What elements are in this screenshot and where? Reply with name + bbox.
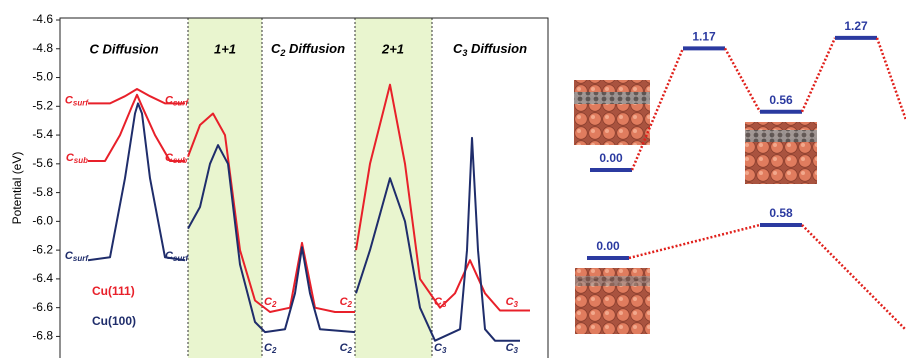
annotation: Csub [165, 152, 187, 165]
annotation: C2 [264, 296, 277, 309]
figure: Potential (eV) C Diffusion 1+1 C2 Diffus… [0, 0, 906, 358]
y-tick-label: -5.4 [32, 127, 53, 141]
section-label-part: Diffusion [467, 41, 527, 56]
level-label: 0.56 [769, 93, 793, 107]
annotation-sub: sub [173, 156, 187, 165]
annotation: Csurf [165, 94, 189, 107]
y-tick-label: -6.4 [32, 271, 53, 285]
annotation: C3 [506, 296, 519, 309]
annotation-sub: 3 [514, 300, 519, 309]
annotation: C3 [506, 342, 519, 355]
annotation-sub: surf [173, 254, 189, 263]
y-tick-label: -5.2 [32, 98, 53, 112]
structure-image [574, 80, 650, 145]
annotation: C3 [434, 296, 447, 309]
annotation: C2 [264, 342, 277, 355]
level-label: 0.00 [599, 151, 623, 165]
annotation: C2 [340, 296, 353, 309]
y-tick-label: -6.8 [32, 329, 53, 343]
annotation-sub: 3 [442, 346, 447, 355]
section-label: C2 Diffusion [271, 41, 345, 58]
annotation: C2 [340, 342, 353, 355]
link [725, 48, 760, 111]
y-tick-label: -6.6 [32, 300, 53, 314]
y-tick-label: -5.6 [32, 156, 53, 170]
annotation: Csub [66, 152, 88, 165]
series-line [88, 103, 520, 340]
y-tick-label: -5.0 [32, 70, 53, 84]
annotation-sub: 2 [271, 300, 277, 309]
y-tick-label: -4.6 [32, 12, 53, 26]
legend-label: Cu(100) [92, 314, 136, 328]
section-label: C3 Diffusion [453, 41, 527, 58]
annotation-sub: 3 [514, 346, 519, 355]
legend-label: Cu(111) [92, 284, 135, 298]
y-tick-label: -5.8 [32, 185, 53, 199]
structure-image [575, 268, 650, 334]
annotation-sub: surf [73, 254, 89, 263]
annotation: Csurf [65, 250, 89, 263]
link [877, 38, 906, 120]
section-label: 2+1 [381, 41, 404, 56]
y-tick-label: -4.8 [32, 41, 53, 55]
y-tick-label: -6.2 [32, 242, 53, 256]
section-label-part: Diffusion [285, 41, 345, 56]
level-label: 0.58 [769, 206, 793, 220]
level-label: 1.27 [844, 19, 868, 33]
level-label: 0.00 [596, 239, 620, 253]
annotation-sub: surf [73, 99, 89, 108]
link [802, 38, 835, 112]
annotation: Csurf [65, 94, 89, 107]
annotation: Csurf [165, 250, 189, 263]
level-label: 1.17 [692, 29, 716, 43]
section-label: 1+1 [214, 41, 236, 56]
y-tick-label: -6.0 [32, 214, 53, 228]
link [629, 225, 760, 258]
annotation-sub: 2 [271, 346, 277, 355]
annotation-sub: 2 [347, 346, 353, 355]
structure-image [745, 122, 817, 184]
annotation-sub: 3 [442, 300, 447, 309]
annotation-sub: surf [173, 99, 189, 108]
link [802, 225, 906, 330]
annotation-sub: sub [74, 156, 88, 165]
annotation-sub: 2 [347, 300, 353, 309]
section-label: C Diffusion [89, 41, 158, 56]
y-axis-label: Potential (eV) [10, 152, 24, 225]
annotation: C3 [434, 342, 447, 355]
